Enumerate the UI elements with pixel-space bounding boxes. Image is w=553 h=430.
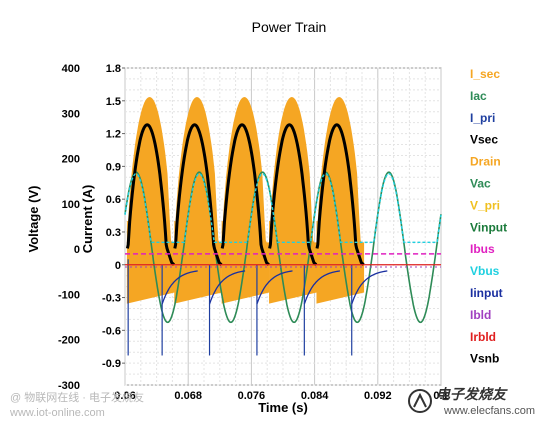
iinput-line xyxy=(256,270,293,305)
legend-entry: Vsnb xyxy=(470,352,499,366)
legend-entry: V_pri xyxy=(470,198,500,212)
voltage-tick-label: 0 xyxy=(74,244,80,256)
current-axis-title: Current (A) xyxy=(80,185,95,254)
legend-entry: Iac xyxy=(470,89,487,103)
vsec-line xyxy=(268,123,318,266)
time-tick-label: 0.076 xyxy=(238,390,266,402)
legend-entry: I_pri xyxy=(470,111,495,125)
current-tick-label: 1.8 xyxy=(106,63,121,75)
current-tick-label: -0.9 xyxy=(102,358,121,370)
voltage-tick-label: -300 xyxy=(58,380,80,392)
legend-entry: Vac xyxy=(470,177,491,191)
current-tick-label: 0.9 xyxy=(106,161,121,173)
time-tick-label: 0.084 xyxy=(301,390,329,402)
current-tick-label: 1.5 xyxy=(106,96,121,108)
watermark-right-logo: 电子发烧友 xyxy=(436,386,508,402)
vsec-line xyxy=(315,123,365,266)
voltage-tick-label: 200 xyxy=(62,154,80,166)
time-axis-title: Time (s) xyxy=(258,400,308,415)
voltage-tick-label: 100 xyxy=(62,199,80,211)
traces xyxy=(124,96,442,356)
time-tick-label: 0.1 xyxy=(433,390,448,402)
current-tick-label: 0 xyxy=(115,260,121,272)
current-tick-label: 0.3 xyxy=(106,227,121,239)
legend-entry: I_sec xyxy=(470,67,500,81)
watermark-logo-icon-mark xyxy=(413,392,427,408)
grid-lines xyxy=(124,67,442,386)
plot-area xyxy=(124,67,442,386)
vbus-line xyxy=(124,172,442,243)
watermark-left-line1: @ 物联网在线 · 电子发烧友 xyxy=(10,390,144,404)
voltage-axis-title: Voltage (V) xyxy=(26,186,41,253)
iinput-line xyxy=(208,270,246,305)
voltage-tick-label: 400 xyxy=(62,63,80,75)
time-tick-label: 0.068 xyxy=(174,390,202,402)
legend-entry: Ibus xyxy=(470,242,495,256)
legend-entry: Vinput xyxy=(470,220,507,234)
vac-line xyxy=(124,171,442,324)
iinput-line xyxy=(161,270,198,305)
iinput-line xyxy=(303,270,341,305)
legend-entry: Vbus xyxy=(470,264,500,278)
voltage-tick-label: -100 xyxy=(58,289,80,301)
current-tick-label: -0.6 xyxy=(102,325,121,337)
vsec-line xyxy=(173,123,223,266)
vsec-line xyxy=(125,123,176,266)
current-axis: 1.8 1.5 1.2 0.9 0.6 0.3 0 -0.3 -0.6 -0.9 xyxy=(102,63,125,370)
voltage-tick-label: 300 xyxy=(62,108,80,120)
watermark-left-line2: www.iot-online.com xyxy=(9,407,105,419)
current-tick-label: 1.2 xyxy=(106,129,121,141)
watermark: @ 物联网在线 · 电子发烧友 www.iot-online.com 电子发烧友… xyxy=(9,386,535,419)
time-tick-label: 0.06 xyxy=(114,390,135,402)
voltage-axis: 400 300 200 100 0 -100 -200 -300 xyxy=(58,63,80,392)
watermark-right-url: www.elecfans.com xyxy=(443,405,535,417)
legend-entry: Vsec xyxy=(470,133,498,147)
legend-entry: Iinput xyxy=(470,286,503,300)
time-axis: 0.06 0.068 0.076 0.084 0.092 0.1 xyxy=(114,390,448,402)
legend-entry: Ibld xyxy=(470,308,491,322)
vsec-line xyxy=(220,123,270,266)
time-tick-label: 0.092 xyxy=(364,390,392,402)
chart-title: Power Train xyxy=(252,19,327,35)
legend-entry: Irbld xyxy=(470,330,496,344)
iinput-line xyxy=(351,270,388,305)
voltage-tick-label: -200 xyxy=(58,335,80,347)
legend-entry: Drain xyxy=(470,155,501,169)
current-tick-label: 0.6 xyxy=(106,194,121,206)
current-tick-label: -0.3 xyxy=(102,293,121,305)
legend: I_sec Iac I_pri Vsec Drain Vac V_pri Vinput Ibus… xyxy=(470,67,507,366)
